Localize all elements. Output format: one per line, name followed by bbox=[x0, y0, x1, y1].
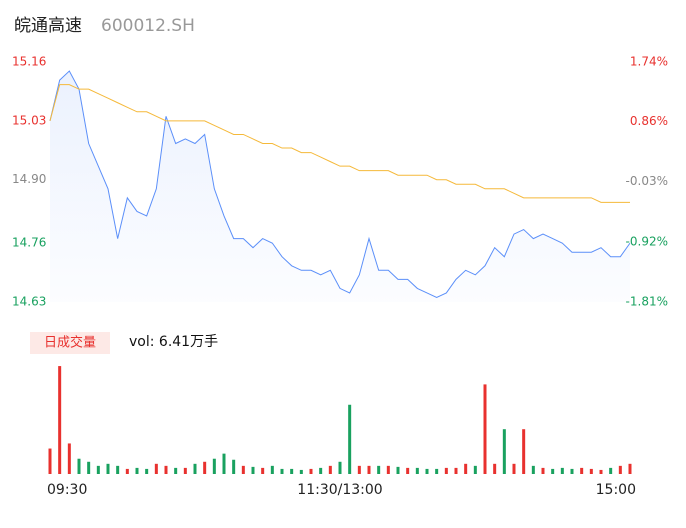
y2-tick-label: 1.74% bbox=[630, 55, 668, 69]
volume-bar bbox=[154, 463, 158, 474]
y2-tick-label: -0.92% bbox=[626, 234, 668, 248]
volume-bar bbox=[67, 443, 71, 474]
volume-bar bbox=[319, 467, 323, 474]
volume-bar bbox=[193, 463, 197, 474]
volume-bar bbox=[406, 467, 410, 474]
volume-bar bbox=[454, 467, 458, 474]
volume-bar bbox=[560, 467, 564, 474]
volume-bar bbox=[425, 468, 429, 474]
volume-bar bbox=[164, 465, 168, 474]
average-line bbox=[49, 84, 630, 203]
volume-bar bbox=[386, 465, 390, 474]
volume-bar bbox=[570, 468, 574, 474]
volume-bar bbox=[512, 463, 516, 474]
volume-bar bbox=[473, 465, 477, 474]
volume-bar bbox=[58, 366, 62, 474]
y-tick-label: 15.03 bbox=[12, 113, 46, 127]
volume-bar bbox=[464, 463, 468, 474]
x-tick-label: 15:00 bbox=[596, 482, 636, 498]
y2-tick-label: -0.03% bbox=[626, 174, 668, 188]
volume-legend: 日成交量 bbox=[44, 335, 96, 351]
volume-bar bbox=[618, 465, 622, 474]
volume-bar bbox=[377, 465, 381, 474]
y-tick-label: 14.76 bbox=[12, 236, 46, 250]
volume-bar bbox=[483, 384, 487, 474]
volume-bar bbox=[96, 465, 100, 474]
volume-bar bbox=[444, 467, 448, 474]
y2-tick-label: 0.86% bbox=[630, 114, 668, 128]
volume-bar bbox=[212, 458, 216, 474]
x-tick-label: 09:30 bbox=[47, 482, 87, 498]
volume-bar bbox=[203, 461, 207, 474]
volume-bar bbox=[415, 467, 419, 474]
volume-bar bbox=[87, 461, 91, 474]
volume-bar bbox=[290, 468, 294, 474]
volume-bar bbox=[261, 467, 265, 474]
volume-bar bbox=[357, 465, 361, 474]
volume-bar bbox=[77, 458, 81, 474]
volume-bar bbox=[280, 468, 284, 474]
y-tick-label: 14.63 bbox=[12, 295, 46, 309]
x-tick-label: 11:30/13:00 bbox=[297, 482, 382, 498]
legend-box bbox=[30, 332, 110, 354]
volume-bar bbox=[338, 461, 342, 474]
y-tick-label: 15.16 bbox=[12, 55, 46, 69]
stock-code: 600012.SH bbox=[101, 16, 195, 36]
volume-bar bbox=[251, 466, 255, 474]
volume-bar bbox=[106, 463, 110, 474]
volume-bar bbox=[145, 468, 149, 474]
volume-bar bbox=[580, 467, 584, 474]
volume-bar bbox=[531, 465, 535, 474]
volume-bar bbox=[599, 469, 603, 474]
volume-summary: vol: 6.41万手 bbox=[129, 334, 218, 350]
volume-bar bbox=[609, 467, 613, 474]
volume-bar bbox=[48, 448, 52, 474]
volume-bar bbox=[116, 465, 120, 474]
volume-bar bbox=[628, 463, 632, 474]
volume-bar bbox=[299, 469, 303, 474]
y-tick-label: 14.90 bbox=[12, 172, 46, 186]
volume-bar bbox=[502, 429, 506, 474]
volume-bar bbox=[183, 467, 187, 474]
volume-bar bbox=[174, 467, 178, 474]
volume-bar bbox=[309, 468, 313, 474]
y2-tick-label: -1.81% bbox=[626, 295, 668, 309]
volume-bar bbox=[222, 453, 226, 474]
volume-bar bbox=[522, 429, 526, 474]
volume-bar bbox=[435, 468, 439, 474]
price-line bbox=[49, 70, 631, 299]
volume-bar bbox=[348, 404, 352, 474]
volume-bar bbox=[270, 465, 274, 474]
volume-bar bbox=[541, 467, 545, 474]
volume-bar bbox=[241, 465, 245, 474]
stock-name: 皖通高速 bbox=[14, 16, 82, 36]
volume-bar bbox=[367, 465, 371, 474]
volume-bar bbox=[589, 468, 593, 474]
volume-bar bbox=[396, 466, 400, 474]
volume-bar bbox=[493, 463, 497, 474]
volume-bar bbox=[232, 459, 236, 474]
volume-bar bbox=[328, 465, 332, 474]
volume-bar bbox=[551, 468, 555, 474]
volume-bar bbox=[135, 467, 139, 474]
price-area bbox=[50, 71, 630, 302]
volume-bar bbox=[125, 468, 129, 474]
